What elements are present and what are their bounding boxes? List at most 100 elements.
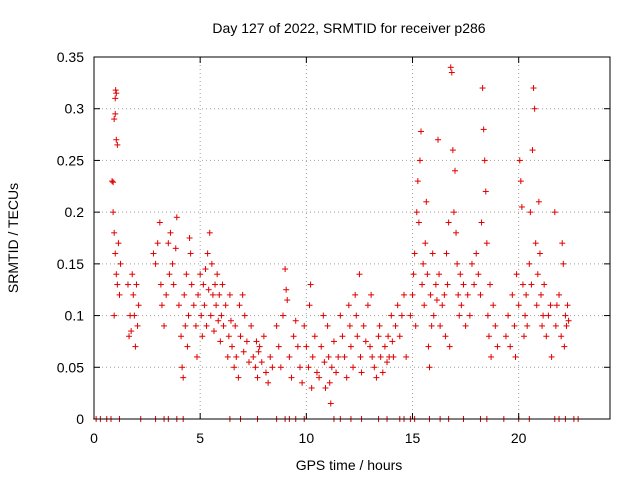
data-point — [178, 333, 185, 340]
data-point — [537, 291, 544, 298]
data-point — [346, 322, 353, 329]
data-point — [478, 219, 485, 226]
data-point — [200, 281, 207, 288]
data-point — [225, 333, 232, 340]
data-point — [548, 353, 555, 360]
y-tick-label: 0.2 — [65, 204, 85, 220]
data-point — [442, 333, 449, 340]
data-point — [253, 338, 260, 345]
data-point — [308, 384, 315, 391]
data-point — [524, 322, 531, 329]
data-point — [273, 322, 280, 329]
data-point — [195, 291, 202, 298]
data-point — [206, 229, 213, 236]
data-point — [482, 188, 489, 195]
data-point — [515, 302, 522, 309]
data-point — [220, 322, 227, 329]
data-point — [350, 364, 357, 371]
data-point — [427, 291, 434, 298]
data-point — [373, 374, 380, 381]
data-point — [184, 343, 191, 350]
data-point — [369, 353, 376, 360]
data-point — [353, 312, 360, 319]
data-point — [558, 333, 565, 340]
data-point — [235, 374, 242, 381]
data-point — [488, 353, 495, 360]
data-point — [284, 297, 291, 304]
data-point — [299, 379, 306, 386]
data-point — [150, 250, 157, 257]
data-point — [414, 178, 421, 185]
data-point — [327, 400, 334, 407]
data-point — [111, 312, 118, 319]
data-point — [241, 312, 248, 319]
data-point — [356, 271, 363, 278]
data-point — [528, 281, 535, 288]
data-point — [173, 214, 180, 221]
data-points — [93, 64, 582, 422]
data-point — [392, 322, 399, 329]
data-point — [543, 333, 550, 340]
data-point — [381, 343, 388, 350]
data-point — [473, 250, 480, 257]
data-point — [275, 343, 282, 350]
data-point — [446, 343, 453, 350]
data-point — [360, 322, 367, 329]
data-point — [190, 302, 197, 309]
data-point — [531, 105, 538, 112]
data-point — [218, 312, 225, 319]
data-point — [423, 198, 430, 205]
data-point — [311, 333, 318, 340]
data-point — [188, 281, 195, 288]
data-point — [536, 250, 543, 257]
data-point — [396, 333, 403, 340]
data-point — [112, 250, 119, 257]
data-point — [509, 291, 516, 298]
plot-frame — [93, 56, 611, 420]
data-point — [432, 281, 439, 288]
data-point — [534, 271, 541, 278]
data-point — [428, 322, 435, 329]
x-tick-label: 15 — [405, 430, 421, 446]
data-point — [479, 85, 486, 92]
data-point — [240, 348, 247, 355]
y-tick-label: 0.3 — [65, 101, 85, 117]
data-point — [110, 209, 117, 216]
data-point — [219, 281, 226, 288]
data-point — [207, 312, 214, 319]
data-point — [564, 302, 571, 309]
data-point — [529, 147, 536, 154]
data-point — [126, 333, 133, 340]
data-point — [303, 343, 310, 350]
data-point — [180, 374, 187, 381]
data-point — [347, 343, 354, 350]
data-point — [337, 312, 344, 319]
data-point — [210, 328, 217, 335]
data-point — [156, 219, 163, 226]
data-point — [375, 333, 382, 340]
data-point — [307, 281, 314, 288]
x-tick-label: 0 — [90, 430, 98, 446]
data-point — [224, 353, 231, 360]
data-point — [250, 353, 257, 360]
axis-ticks: 0 0.05 0.1 0.15 0.2 0.25 0.3 0.35 0 5 10 15 20 — [57, 49, 610, 446]
data-point — [413, 209, 420, 216]
data-point — [443, 250, 450, 257]
data-point — [113, 271, 120, 278]
x-tick-label: 20 — [511, 430, 527, 446]
data-point — [112, 110, 119, 117]
data-point — [116, 291, 123, 298]
data-point — [229, 343, 236, 350]
data-point — [165, 240, 172, 247]
data-point — [202, 266, 209, 273]
data-point — [448, 69, 455, 76]
y-tick-label: 0.05 — [57, 359, 84, 375]
x-tick-label: 5 — [196, 430, 204, 446]
data-point — [239, 291, 246, 298]
data-point — [339, 333, 346, 340]
data-point — [255, 348, 262, 355]
data-point — [490, 302, 497, 309]
data-point — [462, 322, 469, 329]
data-point — [389, 338, 396, 345]
